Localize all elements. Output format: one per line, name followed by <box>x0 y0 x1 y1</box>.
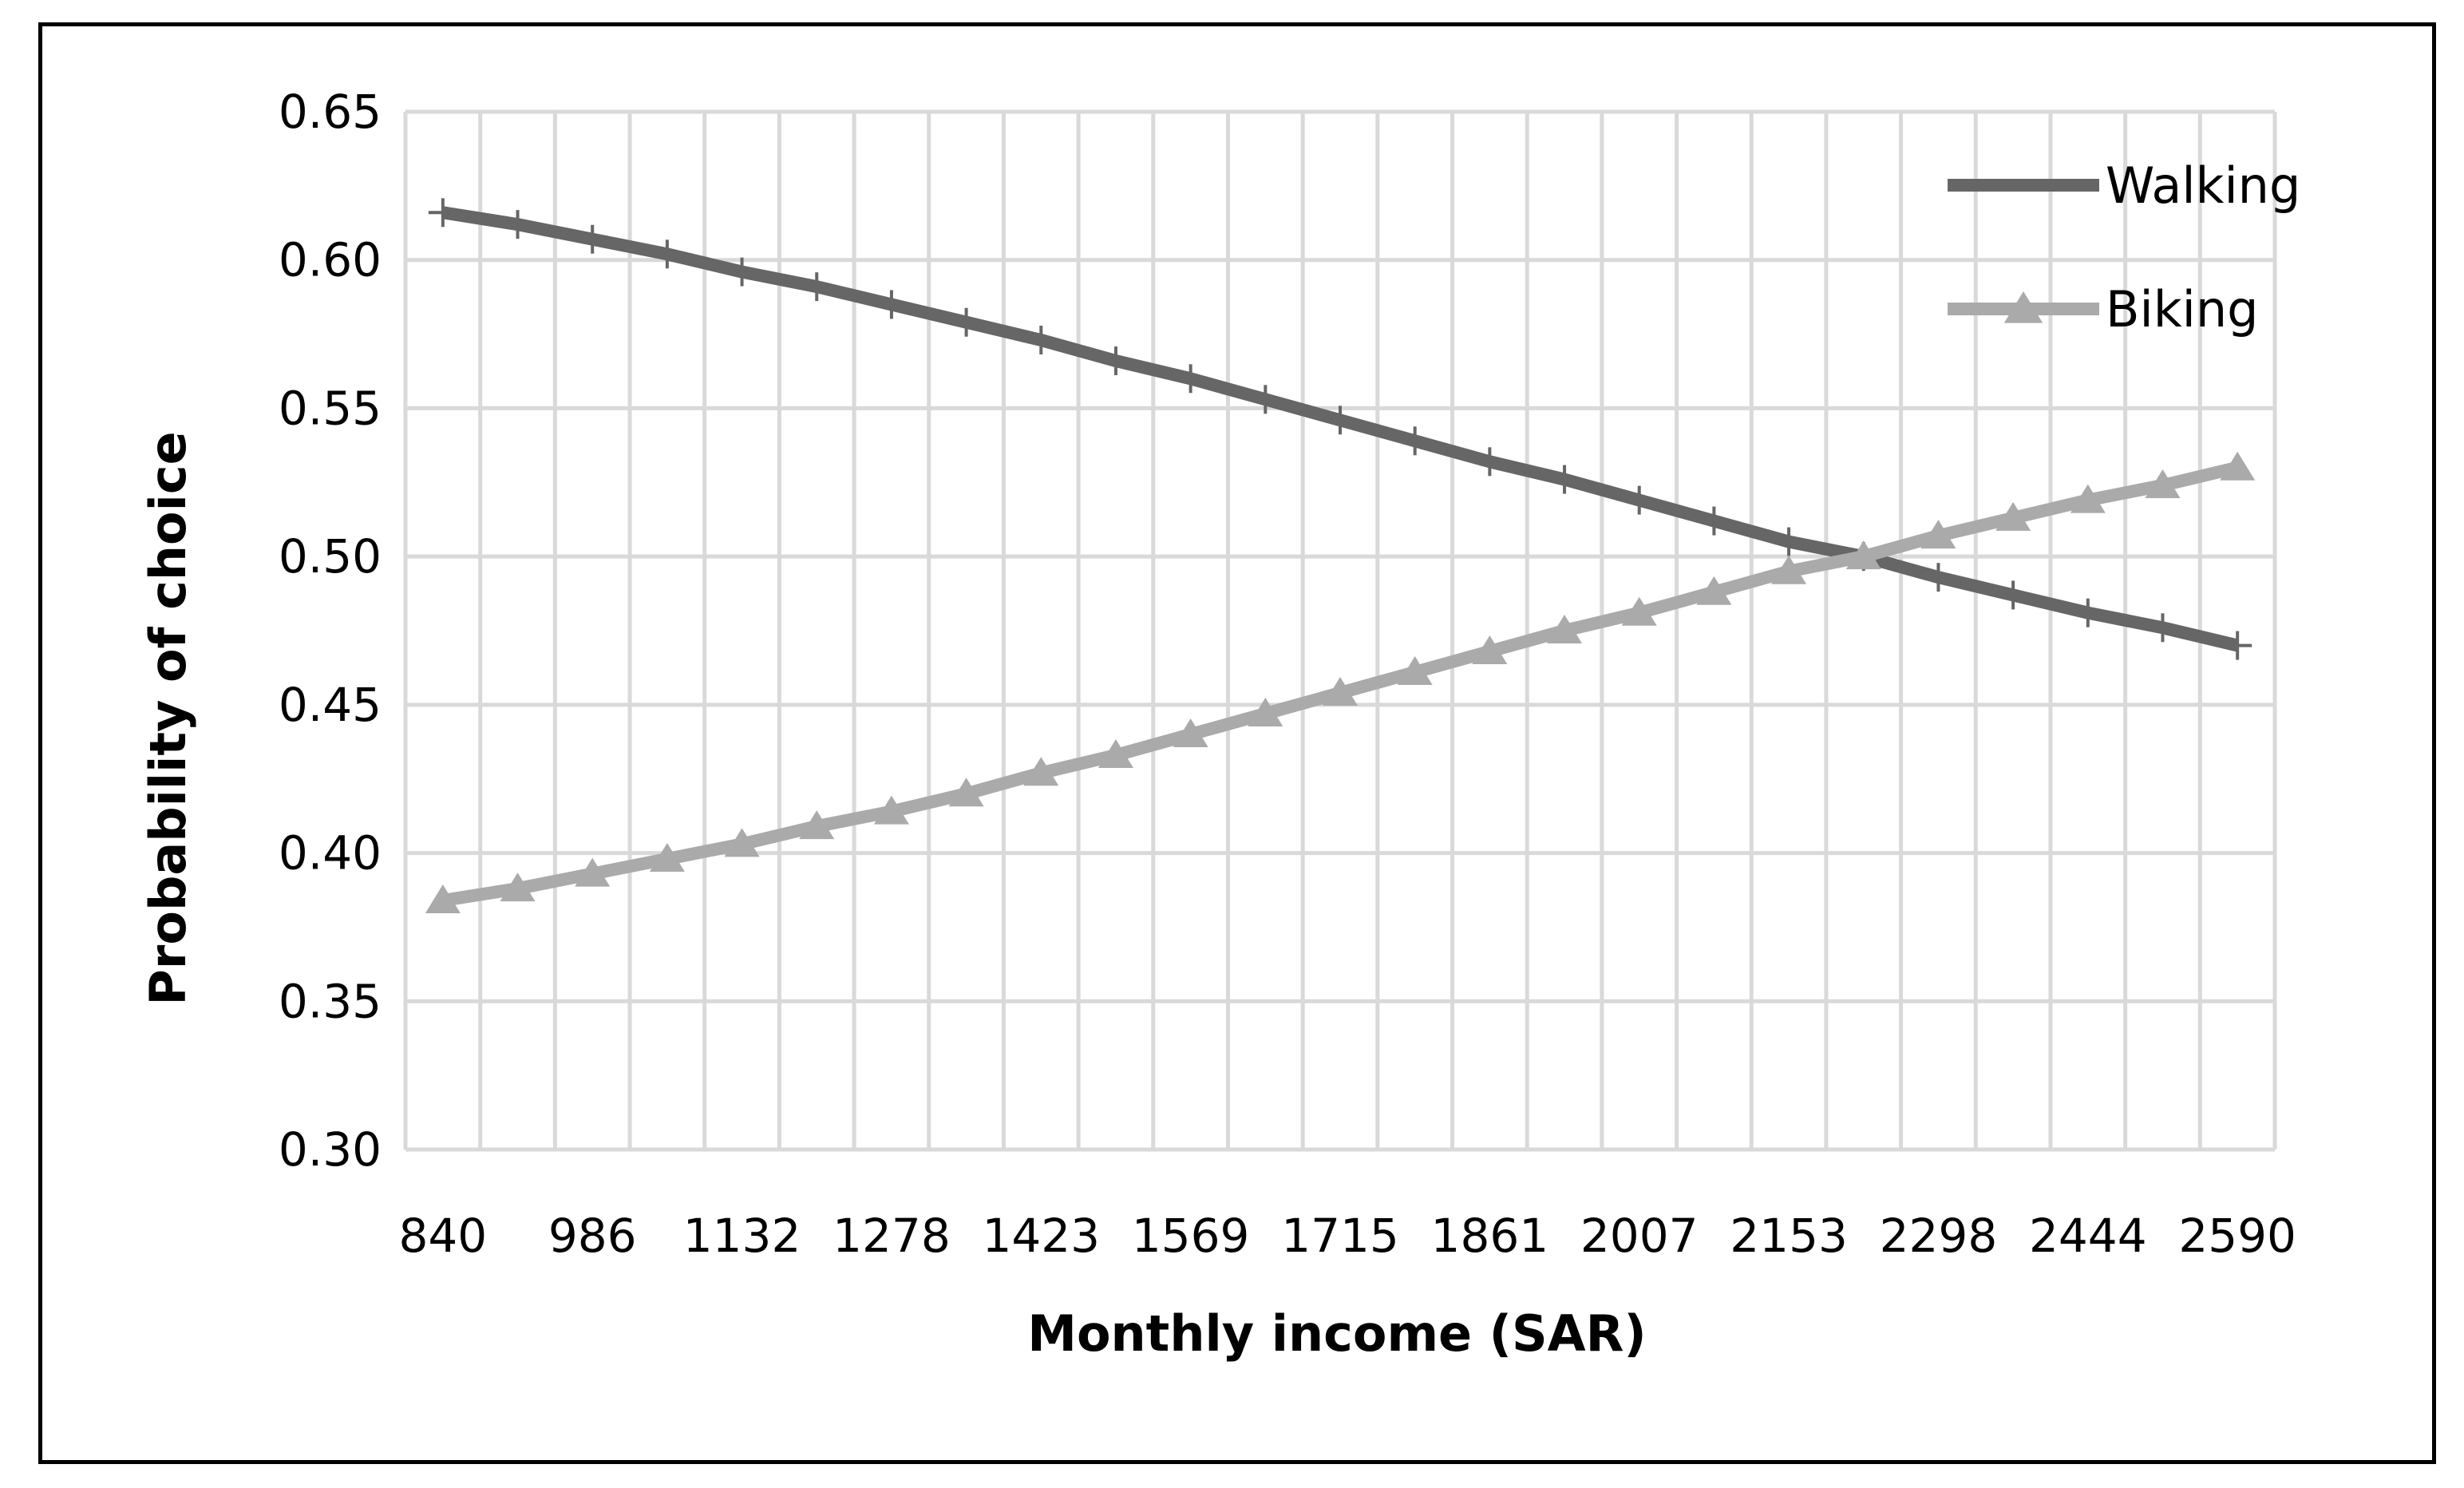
biking-point <box>1173 718 1208 747</box>
biking-point <box>948 778 984 807</box>
x-tick-label: 1132 <box>683 1209 801 1263</box>
x-tick-label: 1861 <box>1431 1209 1549 1263</box>
x-tick-label: 840 <box>398 1209 487 1263</box>
walking-point <box>2148 613 2177 643</box>
walking-point <box>802 272 832 302</box>
walking-point <box>1774 527 1804 556</box>
series-biking <box>425 451 2256 913</box>
biking-point <box>2070 484 2106 513</box>
walking-point <box>578 224 607 254</box>
x-tick-label: 1278 <box>833 1209 951 1263</box>
x-tick-label: 1569 <box>1132 1209 1250 1263</box>
walking-point <box>1026 326 1056 354</box>
x-tick-label: 986 <box>548 1209 637 1263</box>
x-tick-label: 1423 <box>982 1209 1100 1263</box>
biking-point <box>1920 520 1956 549</box>
biking-point <box>1098 739 1133 768</box>
walking-point <box>951 307 981 337</box>
biking-point <box>500 873 536 902</box>
biking-point <box>1696 576 1732 605</box>
biking-point <box>1023 757 1059 786</box>
legend-label-walking: Walking <box>2106 156 2300 215</box>
walking-point <box>727 257 757 287</box>
walking-point <box>2073 598 2102 627</box>
x-tick-label: 2444 <box>2029 1209 2147 1263</box>
y-axis-title: Probability of choice <box>139 431 197 1005</box>
walking-point <box>1550 465 1580 494</box>
walking-point <box>1176 364 1205 394</box>
x-axis-ticks: 840 986 1132 1278 1423 1569 1715 1861 2007 2153 22… <box>398 1209 2296 1263</box>
y-tick-label: 0.50 <box>279 529 382 584</box>
y-tick-label: 0.65 <box>279 85 382 139</box>
y-tick-label: 0.35 <box>279 974 382 1028</box>
chart-frame <box>38 22 2436 1464</box>
y-tick-label: 0.60 <box>279 233 382 287</box>
y-tick-label: 0.55 <box>279 381 382 435</box>
walking-point <box>2223 631 2252 660</box>
walking-point <box>1475 447 1505 477</box>
grid-lines <box>403 109 2277 1152</box>
y-tick-label: 0.45 <box>279 678 382 732</box>
walking-point <box>1251 385 1280 414</box>
biking-point <box>1771 555 1807 584</box>
biking-point <box>1547 615 1583 643</box>
legend-item-biking: Biking <box>1948 280 2259 338</box>
x-tick-label: 2153 <box>1730 1209 1848 1263</box>
x-tick-label: 2298 <box>1880 1209 1998 1263</box>
biking-point <box>724 828 760 857</box>
x-tick-label: 1715 <box>1281 1209 1399 1263</box>
biking-point <box>1472 635 1508 664</box>
biking-point <box>1995 501 2031 531</box>
legend-marker-biking <box>2003 291 2043 323</box>
biking-point <box>873 795 909 825</box>
biking-point <box>425 884 461 913</box>
legend-label-biking: Biking <box>2106 280 2259 338</box>
walking-point <box>652 239 682 269</box>
walking-point <box>1624 485 1654 515</box>
walking-point <box>503 210 532 239</box>
walking-point <box>1699 506 1729 536</box>
walking-point <box>428 198 457 228</box>
legend: Walking Biking <box>1948 156 2300 338</box>
biking-point <box>575 857 611 887</box>
biking-point <box>1248 698 1283 726</box>
biking-point <box>799 810 835 840</box>
biking-point <box>649 843 685 872</box>
x-axis-title: Monthly income (SAR) <box>1027 1304 1646 1363</box>
series-layer <box>425 198 2256 913</box>
biking-point <box>2145 469 2181 498</box>
legend-item-walking: Walking <box>1948 156 2300 215</box>
y-tick-label: 0.40 <box>279 826 382 881</box>
walking-point <box>1400 426 1430 456</box>
walking-point <box>1999 580 2028 610</box>
x-tick-label: 2590 <box>2178 1209 2296 1263</box>
biking-point <box>1323 677 1358 706</box>
series-walking <box>428 198 2252 660</box>
walking-point <box>876 290 906 319</box>
y-tick-label: 0.30 <box>279 1122 382 1177</box>
walking-point <box>1101 346 1130 375</box>
y-axis-ticks: 0.30 0.35 0.40 0.45 0.50 0.55 0.60 0.65 <box>279 85 382 1177</box>
biking-point <box>2220 451 2256 481</box>
x-tick-label: 2007 <box>1580 1209 1699 1263</box>
walking-point <box>1924 563 1953 592</box>
walking-point <box>1326 406 1355 435</box>
biking-point <box>1621 596 1657 626</box>
biking-point <box>1397 656 1433 685</box>
biking-point <box>1845 540 1881 570</box>
